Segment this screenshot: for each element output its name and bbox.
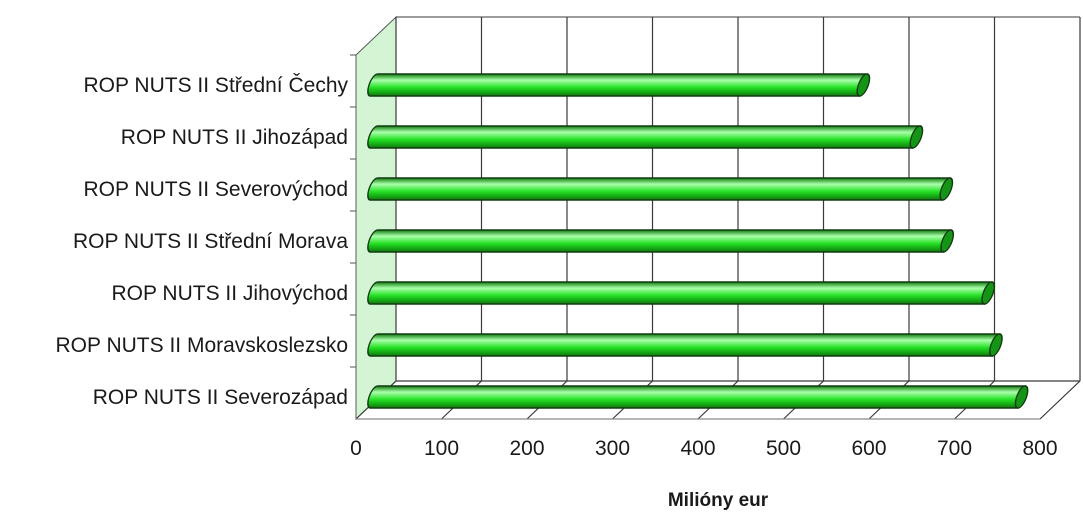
category-labels: ROP NUTS II Střední Čechy ROP NUTS II Jih… bbox=[55, 54, 356, 409]
bar bbox=[367, 333, 1003, 357]
bar-body bbox=[367, 229, 952, 253]
floor-line bbox=[1039, 380, 1081, 420]
x-tick-label: 0 bbox=[350, 437, 362, 460]
bar-cap bbox=[981, 281, 996, 305]
x-axis-title: Milióny eur bbox=[668, 490, 769, 511]
category-label: ROP NUTS II Jihovýchod bbox=[111, 282, 348, 305]
category-label: ROP NUTS II Střední Morava bbox=[73, 230, 348, 253]
category-label: ROP NUTS II Moravskoslezsko bbox=[55, 334, 348, 357]
x-tick-label: 300 bbox=[595, 437, 630, 460]
bar bbox=[367, 281, 996, 305]
bar-body bbox=[367, 73, 868, 97]
x-axis: 0 100 200 300 400 500 600 700 800 bbox=[350, 437, 1057, 460]
x-tick-label: 700 bbox=[937, 437, 972, 460]
bar-body bbox=[367, 177, 951, 201]
bar-cap bbox=[939, 177, 954, 201]
category-label: ROP NUTS II Severozápad bbox=[93, 386, 348, 409]
bar-body bbox=[367, 333, 1001, 357]
bar-body bbox=[367, 281, 993, 305]
bar bbox=[367, 177, 954, 201]
bar bbox=[367, 125, 924, 149]
bar-body bbox=[367, 125, 921, 149]
x-tick-label: 600 bbox=[851, 437, 886, 460]
bar-cap bbox=[856, 73, 871, 97]
category-label: ROP NUTS II Střední Čechy bbox=[83, 74, 348, 97]
bar-cap bbox=[909, 125, 924, 149]
bar bbox=[367, 385, 1029, 409]
bar-cap bbox=[1014, 385, 1029, 409]
bar bbox=[367, 229, 955, 253]
x-tick-label: 800 bbox=[1022, 437, 1057, 460]
category-label: ROP NUTS II Jihozápad bbox=[121, 126, 348, 149]
bar bbox=[367, 73, 871, 97]
bar-cap bbox=[989, 333, 1003, 357]
bars bbox=[367, 73, 1029, 409]
x-tick-label: 400 bbox=[680, 437, 715, 460]
x-tick-label: 200 bbox=[509, 437, 544, 460]
bar-body bbox=[367, 385, 1027, 409]
x-tick-label: 500 bbox=[766, 437, 801, 460]
category-label: ROP NUTS II Severovýchod bbox=[83, 178, 348, 201]
x-tick-label: 100 bbox=[424, 437, 459, 460]
bar-cap bbox=[940, 229, 955, 253]
